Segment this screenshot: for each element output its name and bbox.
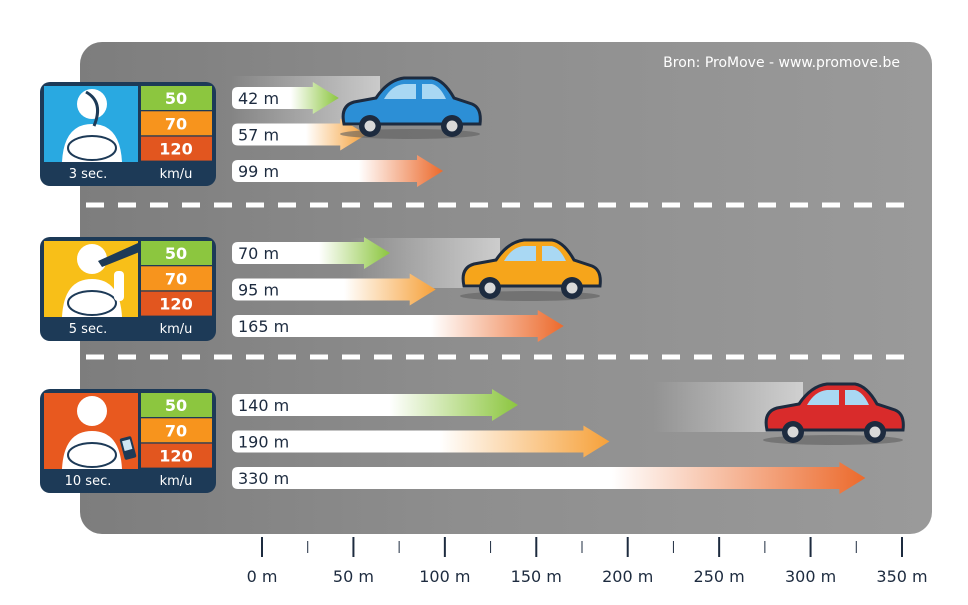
car-body — [764, 382, 905, 432]
phone-screen — [122, 439, 133, 451]
distance-label: 95 m — [238, 281, 279, 300]
speed-cell — [141, 443, 212, 468]
car-hubcap — [869, 426, 881, 438]
speed-label: 70 — [165, 114, 187, 133]
distance-label: 42 m — [238, 89, 279, 108]
x-tick-label: 200 m — [602, 567, 653, 586]
distraction-time-label: 10 sec. — [65, 474, 112, 489]
driver-body — [62, 279, 122, 317]
source-credit: Bron: ProMove - www.promove.be — [663, 55, 900, 71]
car-window-rear — [384, 84, 416, 99]
speed-cell — [141, 266, 212, 291]
x-tick-label: 350 m — [876, 567, 927, 586]
distance-label: 330 m — [238, 469, 289, 488]
distance-label: 99 m — [238, 162, 279, 181]
bottle — [98, 243, 142, 267]
speed-cell — [141, 291, 212, 316]
distance-arrow — [232, 425, 610, 458]
speed-label: 50 — [165, 396, 187, 415]
steering-wheel — [67, 135, 117, 161]
distance-label: 57 m — [238, 126, 279, 145]
speed-label: 120 — [159, 295, 192, 314]
speed-label: 120 — [159, 447, 192, 466]
car-blue-icon — [340, 76, 482, 139]
car-hubcap — [364, 120, 376, 132]
speed-cell — [141, 111, 212, 136]
x-tick-label: 0 m — [247, 567, 278, 586]
distraction-badge: 50 70 120 3 sec. km/u — [40, 82, 216, 186]
speed-label: 70 — [165, 421, 187, 440]
speed-label: 50 — [165, 244, 187, 263]
x-tick-label: 100 m — [419, 567, 470, 586]
distance-arrow — [232, 273, 436, 306]
driver-head — [77, 89, 107, 119]
steering-wheel — [67, 290, 117, 316]
car-window-rear — [504, 246, 536, 261]
driver-body — [62, 124, 122, 162]
distance-arrow — [232, 118, 367, 151]
distance-arrow — [232, 310, 564, 342]
car-hubcap — [484, 282, 496, 294]
speed-label: 120 — [159, 140, 192, 159]
distance-label: 70 m — [238, 244, 279, 263]
car-window-rear — [807, 390, 839, 405]
distance-label: 190 m — [238, 433, 289, 452]
distraction-time-label: 5 sec. — [69, 322, 107, 337]
x-tick-label: 150 m — [511, 567, 562, 586]
distance-label: 165 m — [238, 317, 289, 336]
car-yellow-icon — [460, 238, 602, 301]
speed-unit-label: km/u — [160, 322, 193, 337]
car-body — [341, 76, 482, 126]
speed-cell — [141, 393, 212, 417]
raised-arm — [114, 271, 124, 301]
steering-wheel — [67, 442, 117, 468]
distance-arrow — [232, 389, 518, 421]
distance-arrow — [232, 82, 339, 114]
seatbelt — [85, 90, 100, 127]
car-window-front — [422, 84, 446, 99]
driver-body — [62, 431, 122, 469]
car-hubcap — [566, 282, 578, 294]
x-axis: 0 m 50 m 100 m 150 m 200 m 250 m 300 m 350 m — [247, 537, 928, 586]
speed-unit-label: km/u — [160, 167, 193, 182]
car-hubcap — [446, 120, 458, 132]
car-body — [461, 238, 602, 288]
distraction-badges: 50 70 120 3 sec. km/u 50 70 120 5 sec. km/u 50 70 12… — [40, 82, 216, 493]
speed-cell — [141, 241, 212, 265]
car-red-icon — [763, 382, 905, 445]
driver-drinking-icon — [62, 243, 142, 317]
speed-cell — [141, 86, 212, 110]
distraction-time-label: 3 sec. — [69, 167, 107, 182]
driver-head — [77, 396, 107, 426]
distraction-badge: 50 70 120 5 sec. km/u — [40, 237, 216, 341]
distance-arrow — [232, 462, 866, 494]
distance-arrow — [232, 155, 444, 187]
x-tick-label: 50 m — [333, 567, 374, 586]
speed-cell — [141, 418, 212, 443]
distance-arrow — [232, 237, 390, 269]
car-window-front — [845, 390, 869, 405]
car-hubcap — [787, 426, 799, 438]
cars — [340, 76, 905, 445]
speed-label: 50 — [165, 89, 187, 108]
speed-unit-label: km/u — [160, 474, 193, 489]
distraction-badge: 50 70 120 10 sec. km/u — [40, 389, 216, 493]
x-tick-label: 300 m — [785, 567, 836, 586]
driver-phone-icon — [62, 396, 137, 469]
speed-label: 70 — [165, 269, 187, 288]
distance-label: 140 m — [238, 396, 289, 415]
driver-head — [77, 244, 107, 274]
seated-driver-icon — [62, 89, 122, 162]
speed-cell — [141, 136, 212, 161]
x-tick-label: 250 m — [694, 567, 745, 586]
distance-arrows: 42 m 57 m 99 m 70 m 95 m 165 m 140 m 190 m 330 m — [232, 82, 866, 494]
car-window-front — [542, 246, 566, 261]
